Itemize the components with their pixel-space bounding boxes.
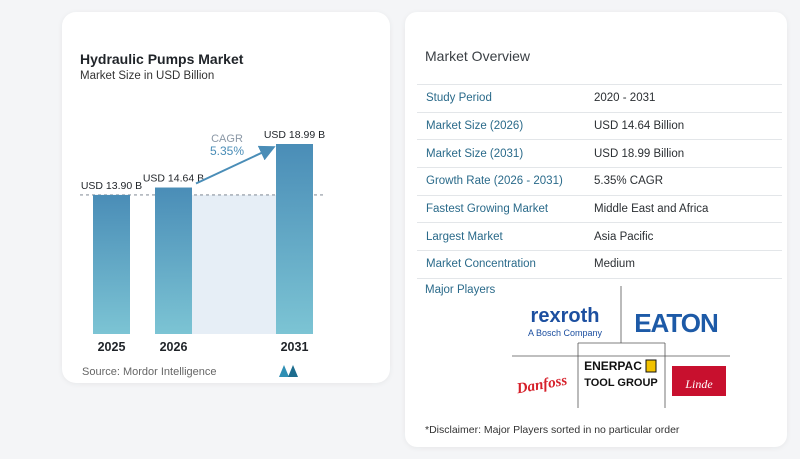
overview-row-value: Medium <box>594 250 782 279</box>
overview-row-value: USD 14.64 Billion <box>594 112 782 141</box>
overview-row-value: 2020 - 2031 <box>594 84 782 113</box>
mordor-logo-icon <box>279 365 298 377</box>
overview-row-key: Largest Market <box>417 222 594 252</box>
major-players-label: Major Players <box>425 284 496 296</box>
overview-row-key: Market Size (2026) <box>417 112 594 141</box>
overview-row-value: 5.35% CAGR <box>594 167 782 196</box>
bar-2026 <box>155 187 192 334</box>
rexroth-logo-subtext: A Bosch Company <box>528 328 603 338</box>
source-note: Source: Mordor Intelligence <box>82 366 217 378</box>
enerpac-logo: ENERPAC TOOL GROUP <box>584 359 658 389</box>
overview-row-key: Market Concentration <box>417 250 594 279</box>
overview-row: Study Period 2020 - 2031 <box>417 84 782 113</box>
overview-row: Fastest Growing Market Middle East and Af… <box>417 195 782 224</box>
disclaimer: *Disclaimer: Major Players sorted in no … <box>425 424 680 436</box>
linde-logo: Linde <box>672 366 726 396</box>
x-tick-label: 2026 <box>160 340 188 354</box>
overview-table: Study Period 2020 - 2031 Market Size (2026… <box>417 84 782 279</box>
cagr-arrow <box>195 145 276 185</box>
bar-2031 <box>276 144 313 334</box>
enerpac-logo-subtext: TOOL GROUP <box>584 377 658 389</box>
overview-row: Growth Rate (2026 - 2031) 5.35% CAGR <box>417 167 782 196</box>
enerpac-logo-text: ENERPAC <box>584 359 642 373</box>
eaton-logo-text: EATON <box>634 308 718 338</box>
chart-subtitle: Market Size in USD Billion <box>80 70 215 82</box>
overview-row: Market Size (2031) USD 18.99 Billion <box>417 139 782 169</box>
danfoss-logo-text: Danfoss <box>515 373 569 398</box>
overview-row: Largest Market Asia Pacific <box>417 222 782 252</box>
bar-2025 <box>93 194 130 334</box>
overview-row-value: Middle East and Africa <box>594 195 782 224</box>
overview-row-value: Asia Pacific <box>594 222 782 252</box>
overview-row: Market Size (2026) USD 14.64 Billion <box>417 112 782 141</box>
rexroth-logo: rexroth A Bosch Company <box>528 305 603 338</box>
overview-row: Market Concentration Medium <box>417 250 782 279</box>
overview-row-key: Fastest Growing Market <box>417 195 594 224</box>
chart-title: Hydraulic Pumps Market <box>80 51 244 67</box>
overview-title: Market Overview <box>425 48 531 64</box>
overview-row-key: Study Period <box>417 84 594 113</box>
rexroth-logo-text: rexroth <box>531 305 600 327</box>
overview-row-value: USD 18.99 Billion <box>594 139 782 169</box>
danfoss-logo: Danfoss <box>515 373 569 398</box>
bar-value-label: USD 13.90 B <box>81 180 142 192</box>
bar-value-label: USD 14.64 B <box>143 173 204 185</box>
x-tick-label: 2025 <box>98 340 126 354</box>
overview-row-key: Growth Rate (2026 - 2031) <box>417 167 594 196</box>
cagr-label: CAGR <box>211 133 243 145</box>
linde-logo-text: Linde <box>684 377 713 391</box>
bar-value-label: USD 18.99 B <box>264 129 325 141</box>
cagr-value: 5.35% <box>210 144 244 158</box>
eaton-logo: EATON <box>634 308 719 338</box>
overview-row-key: Market Size (2031) <box>417 139 594 169</box>
x-tick-label: 2031 <box>281 340 309 354</box>
